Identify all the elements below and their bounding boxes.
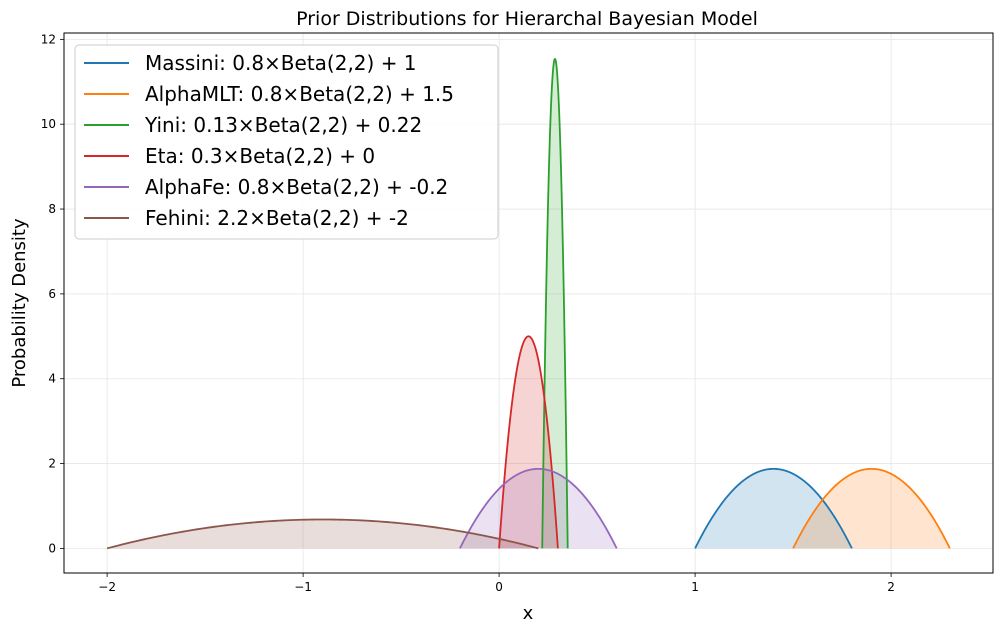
y-axis-label: Probability Density — [9, 218, 30, 388]
density-line-series-5 — [106, 518, 539, 550]
y-tick-label: 12 — [41, 32, 56, 46]
y-tick-label: 6 — [48, 287, 56, 301]
y-tick-label: 0 — [48, 541, 56, 555]
legend-entry: Massini: 0.8×Beta(2,2) + 1 — [145, 51, 417, 75]
density-line-series-4 — [459, 467, 618, 549]
density-line-series-2 — [541, 57, 569, 549]
plot-frame — [63, 32, 994, 574]
density-lines — [106, 57, 951, 550]
legend-entry: Yini: 0.13×Beta(2,2) + 0.22 — [144, 113, 422, 137]
legend-entry: AlphaMLT: 0.8×Beta(2,2) + 1.5 — [145, 82, 454, 106]
chart-title: Prior Distributions for Hierarchal Bayes… — [296, 8, 758, 30]
legend-entry: AlphaFe: 0.8×Beta(2,2) + -0.2 — [145, 175, 448, 199]
y-tick-label: 10 — [41, 117, 56, 131]
x-tick-label: −2 — [98, 580, 116, 594]
x-axis-label: x — [523, 603, 534, 624]
x-tick-label: 1 — [691, 580, 699, 594]
x-tick-label: 2 — [887, 580, 895, 594]
y-tick-label: 2 — [48, 457, 56, 471]
legend-box — [74, 44, 499, 240]
y-tick-label: 8 — [48, 202, 56, 216]
density-line-series-0 — [694, 467, 853, 549]
legend-entry: Fehini: 2.2×Beta(2,2) + -2 — [145, 206, 409, 230]
legend: Massini: 0.8×Beta(2,2) + 1 AlphaMLT: 0.8×… — [74, 44, 499, 240]
density-line-series-3 — [498, 335, 559, 549]
grid — [64, 33, 993, 573]
density-line-series-1 — [792, 467, 951, 549]
x-tick-label: −1 — [294, 580, 312, 594]
x-tick-label: 0 — [495, 580, 503, 594]
density-fill-series-2 — [542, 58, 568, 549]
y-tick-label: 4 — [48, 372, 56, 386]
legend-entry: Eta: 0.3×Beta(2,2) + 0 — [145, 144, 375, 168]
